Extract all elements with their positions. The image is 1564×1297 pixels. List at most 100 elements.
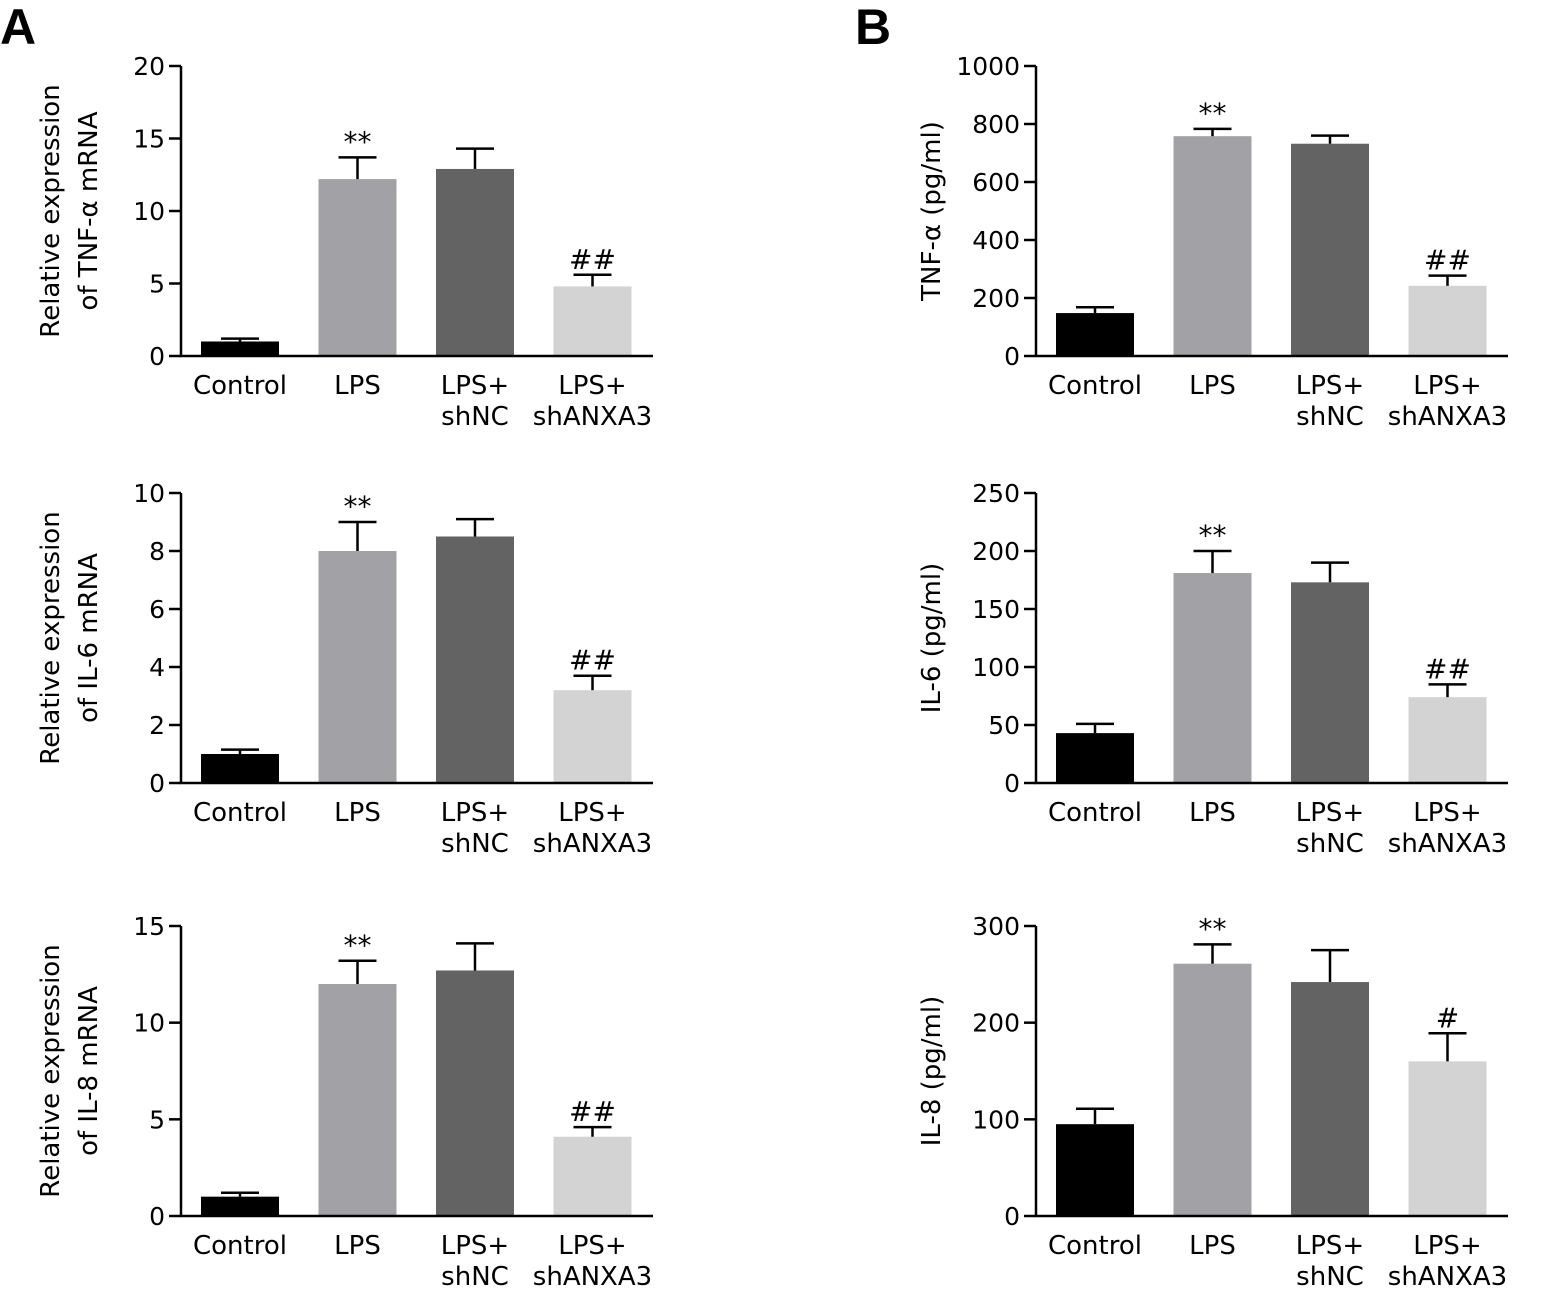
category-label: Control bbox=[193, 798, 287, 828]
significance-label: ## bbox=[1424, 244, 1471, 277]
chart-3: Control**LPS LPS+shNC##LPS+shANXA3051015R… bbox=[36, 912, 653, 1292]
significance-label: ** bbox=[344, 125, 372, 158]
panel-label-a: A bbox=[0, 0, 36, 55]
significance-label: ## bbox=[569, 1095, 616, 1128]
y-axis-title: Relative expression bbox=[36, 944, 66, 1197]
category-label: shANXA3 bbox=[1388, 829, 1507, 859]
bar-lps-shnc bbox=[436, 536, 514, 783]
y-tick-label: 15 bbox=[133, 125, 165, 154]
category-label: LPS+ bbox=[441, 371, 509, 401]
bar-lps-shnc bbox=[1291, 143, 1369, 356]
category-label: shANXA3 bbox=[533, 829, 652, 859]
category-label: LPS bbox=[1189, 371, 1236, 401]
bar-lps-shanxa3 bbox=[553, 1136, 632, 1216]
significance-label: ## bbox=[1424, 652, 1471, 685]
bar-control bbox=[1056, 313, 1134, 356]
category-label: shNC bbox=[441, 402, 509, 432]
category-label: LPS bbox=[1189, 1231, 1236, 1261]
y-tick-label: 250 bbox=[972, 479, 1020, 508]
bar-control bbox=[1056, 1124, 1134, 1216]
significance-label: ** bbox=[1199, 519, 1227, 552]
category-label: shANXA3 bbox=[533, 1262, 652, 1292]
category-label: LPS+ bbox=[1296, 371, 1364, 401]
chart-2: Control**LPS LPS+shNC##LPS+shANXA30246810… bbox=[36, 479, 653, 859]
y-tick-label: 20 bbox=[133, 52, 165, 81]
category-label: shNC bbox=[1296, 1262, 1364, 1292]
category-label: Control bbox=[193, 1231, 287, 1261]
chart-5: Control**LPS LPS+shNC##LPS+shANXA30501001… bbox=[917, 479, 1508, 859]
bar-lps-shanxa3 bbox=[1408, 697, 1487, 783]
category-label: shNC bbox=[441, 1262, 509, 1292]
category-label: Control bbox=[1048, 371, 1142, 401]
bar-lps bbox=[1173, 963, 1252, 1216]
category-label: shNC bbox=[1296, 829, 1364, 859]
y-axis-title: of TNF-α mRNA bbox=[74, 111, 104, 310]
significance-label: ** bbox=[1199, 97, 1227, 130]
chart-1: Control**LPS LPS+shNC##LPS+shANXA30510152… bbox=[36, 52, 653, 432]
category-label: LPS+ bbox=[558, 371, 626, 401]
category-label: shNC bbox=[1296, 402, 1364, 432]
bar-lps-shnc bbox=[1291, 582, 1369, 783]
y-tick-label: 5 bbox=[149, 270, 165, 299]
y-tick-label: 150 bbox=[972, 595, 1020, 624]
bar-lps-shanxa3 bbox=[553, 690, 632, 783]
bar-control bbox=[201, 1196, 279, 1216]
y-tick-label: 50 bbox=[988, 711, 1020, 740]
category-label: LPS+ bbox=[1296, 798, 1364, 828]
y-tick-label: 400 bbox=[972, 226, 1020, 255]
bar-control bbox=[1056, 733, 1134, 783]
y-tick-label: 1000 bbox=[956, 52, 1020, 81]
bar-lps-shanxa3 bbox=[1408, 1061, 1487, 1216]
y-tick-label: 300 bbox=[972, 912, 1020, 941]
significance-label: ** bbox=[344, 929, 372, 962]
bar-lps bbox=[1173, 573, 1252, 783]
bar-lps-shanxa3 bbox=[553, 286, 632, 356]
charts-group: Control**LPS LPS+shNC##LPS+shANXA30510152… bbox=[36, 52, 1508, 1292]
bar-lps-shnc bbox=[1291, 982, 1369, 1216]
y-tick-label: 200 bbox=[972, 284, 1020, 313]
y-tick-label: 2 bbox=[149, 711, 165, 740]
chart-4: Control**LPS LPS+shNC##LPS+shANXA30200400… bbox=[917, 52, 1508, 432]
y-axis-title: of IL-8 mRNA bbox=[74, 986, 104, 1156]
category-label: Control bbox=[193, 371, 287, 401]
category-label: LPS+ bbox=[1296, 1231, 1364, 1261]
panel-label-b: B bbox=[855, 0, 891, 55]
y-tick-label: 200 bbox=[972, 537, 1020, 566]
y-tick-label: 0 bbox=[1004, 1202, 1020, 1231]
y-tick-label: 8 bbox=[149, 537, 165, 566]
y-tick-label: 0 bbox=[1004, 342, 1020, 371]
y-tick-label: 10 bbox=[133, 479, 165, 508]
bar-lps-shanxa3 bbox=[1408, 285, 1487, 356]
significance-label: ** bbox=[344, 490, 372, 523]
category-label: Control bbox=[1048, 1231, 1142, 1261]
category-label: LPS bbox=[334, 1231, 381, 1261]
chart-6: Control**LPS LPS+shNC#LPS+shANXA301002003… bbox=[917, 912, 1508, 1292]
category-label: LPS bbox=[334, 798, 381, 828]
category-label: shANXA3 bbox=[1388, 1262, 1507, 1292]
y-tick-label: 10 bbox=[133, 197, 165, 226]
y-tick-label: 10 bbox=[133, 1009, 165, 1038]
category-label: LPS+ bbox=[558, 1231, 626, 1261]
category-label: Control bbox=[1048, 798, 1142, 828]
bar-lps bbox=[1173, 136, 1252, 356]
bar-lps-shnc bbox=[436, 168, 514, 356]
y-tick-label: 5 bbox=[149, 1105, 165, 1134]
y-tick-label: 4 bbox=[149, 653, 165, 682]
y-tick-label: 100 bbox=[972, 1105, 1020, 1134]
y-axis-title: IL-6 (pg/ml) bbox=[917, 563, 947, 714]
category-label: shNC bbox=[441, 829, 509, 859]
bar-lps bbox=[318, 984, 397, 1216]
significance-label: ## bbox=[569, 644, 616, 677]
y-tick-label: 600 bbox=[972, 168, 1020, 197]
bar-lps bbox=[318, 179, 397, 356]
significance-label: # bbox=[1436, 1001, 1459, 1034]
bar-control bbox=[201, 341, 279, 356]
y-tick-label: 15 bbox=[133, 912, 165, 941]
y-tick-label: 0 bbox=[149, 342, 165, 371]
y-tick-label: 0 bbox=[149, 1202, 165, 1231]
category-label: LPS+ bbox=[441, 1231, 509, 1261]
bar-lps-shnc bbox=[436, 970, 514, 1216]
y-axis-title: Relative expression bbox=[36, 511, 66, 764]
y-axis-title: Relative expression bbox=[36, 84, 66, 337]
y-tick-label: 0 bbox=[149, 769, 165, 798]
